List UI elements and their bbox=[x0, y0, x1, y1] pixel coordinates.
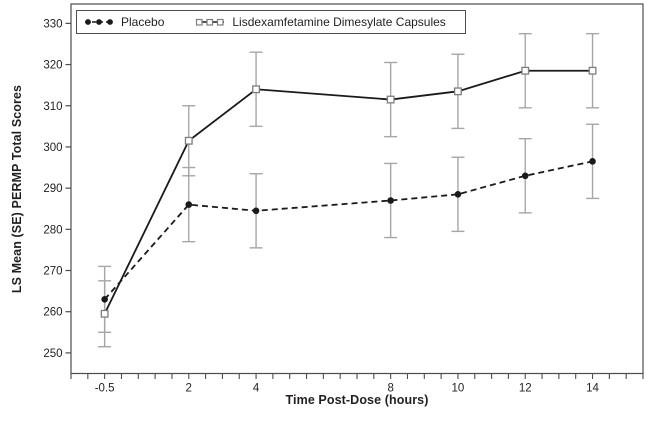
x-tick-label: 10 bbox=[452, 383, 465, 395]
x-tick-label: 12 bbox=[519, 383, 532, 395]
placebo-point bbox=[589, 158, 596, 165]
y-tick-label: 260 bbox=[43, 307, 62, 319]
y-axis-ticks: 250 260 270 280 290 300 310 320 330 bbox=[43, 18, 71, 360]
lisdexamfetamine-point bbox=[184, 136, 193, 145]
lisdexamfetamine-point bbox=[588, 66, 597, 75]
y-axis-title: LS Mean (SE) PERMP Total Scores bbox=[10, 84, 24, 294]
placebo-legend-marker bbox=[85, 19, 113, 25]
frame-rect bbox=[70, 3, 644, 375]
placebo-point bbox=[387, 197, 394, 204]
lisdexamfetamine-legend-marker bbox=[196, 18, 225, 26]
y-tick-label: 250 bbox=[43, 348, 62, 360]
legend: Placebo Lisdexamfetamine Dimesylate Caps… bbox=[76, 10, 466, 34]
plot-frame bbox=[70, 3, 644, 375]
placebo-point bbox=[454, 191, 462, 198]
error-bars bbox=[98, 32, 600, 348]
placebo-point bbox=[101, 296, 108, 303]
x-tick-label: 14 bbox=[586, 383, 599, 395]
x-tick-label: 2 bbox=[186, 383, 192, 395]
x-axis-title: Time Post-Dose (hours) bbox=[285, 393, 429, 407]
lisdexamfetamine-point bbox=[252, 85, 261, 94]
x-tick-label: 4 bbox=[253, 383, 260, 395]
placebo-point bbox=[252, 207, 260, 215]
y-tick-label: 320 bbox=[43, 60, 62, 72]
x-tick-label: -0.5 bbox=[95, 383, 115, 395]
y-tick-label: 270 bbox=[43, 266, 62, 278]
y-tick-label: 330 bbox=[43, 18, 62, 30]
placebo-line bbox=[103, 160, 593, 300]
placebo-legend-label: Placebo bbox=[121, 15, 165, 29]
y-tick-label: 300 bbox=[43, 142, 62, 154]
lisdexamfetamine-point bbox=[453, 87, 462, 96]
placebo-point bbox=[521, 172, 529, 180]
placebo-point bbox=[185, 201, 193, 208]
x-tick-label: 8 bbox=[387, 383, 393, 395]
lisdexamfetamine-legend-label: Lisdexamfetamine Dimesylate Capsules bbox=[232, 15, 446, 29]
y-tick-label: 280 bbox=[43, 224, 62, 236]
series-markers bbox=[100, 66, 597, 318]
lisdexamfetamine-point bbox=[386, 95, 395, 104]
lisdexamfetamine-point bbox=[100, 309, 109, 318]
y-tick-label: 310 bbox=[43, 101, 62, 113]
y-tick-label: 290 bbox=[43, 183, 62, 195]
x-axis-ticks: -0.5 2 4 8 10 12 14 bbox=[70, 373, 644, 395]
lisdexamfetamine-point bbox=[521, 66, 530, 75]
